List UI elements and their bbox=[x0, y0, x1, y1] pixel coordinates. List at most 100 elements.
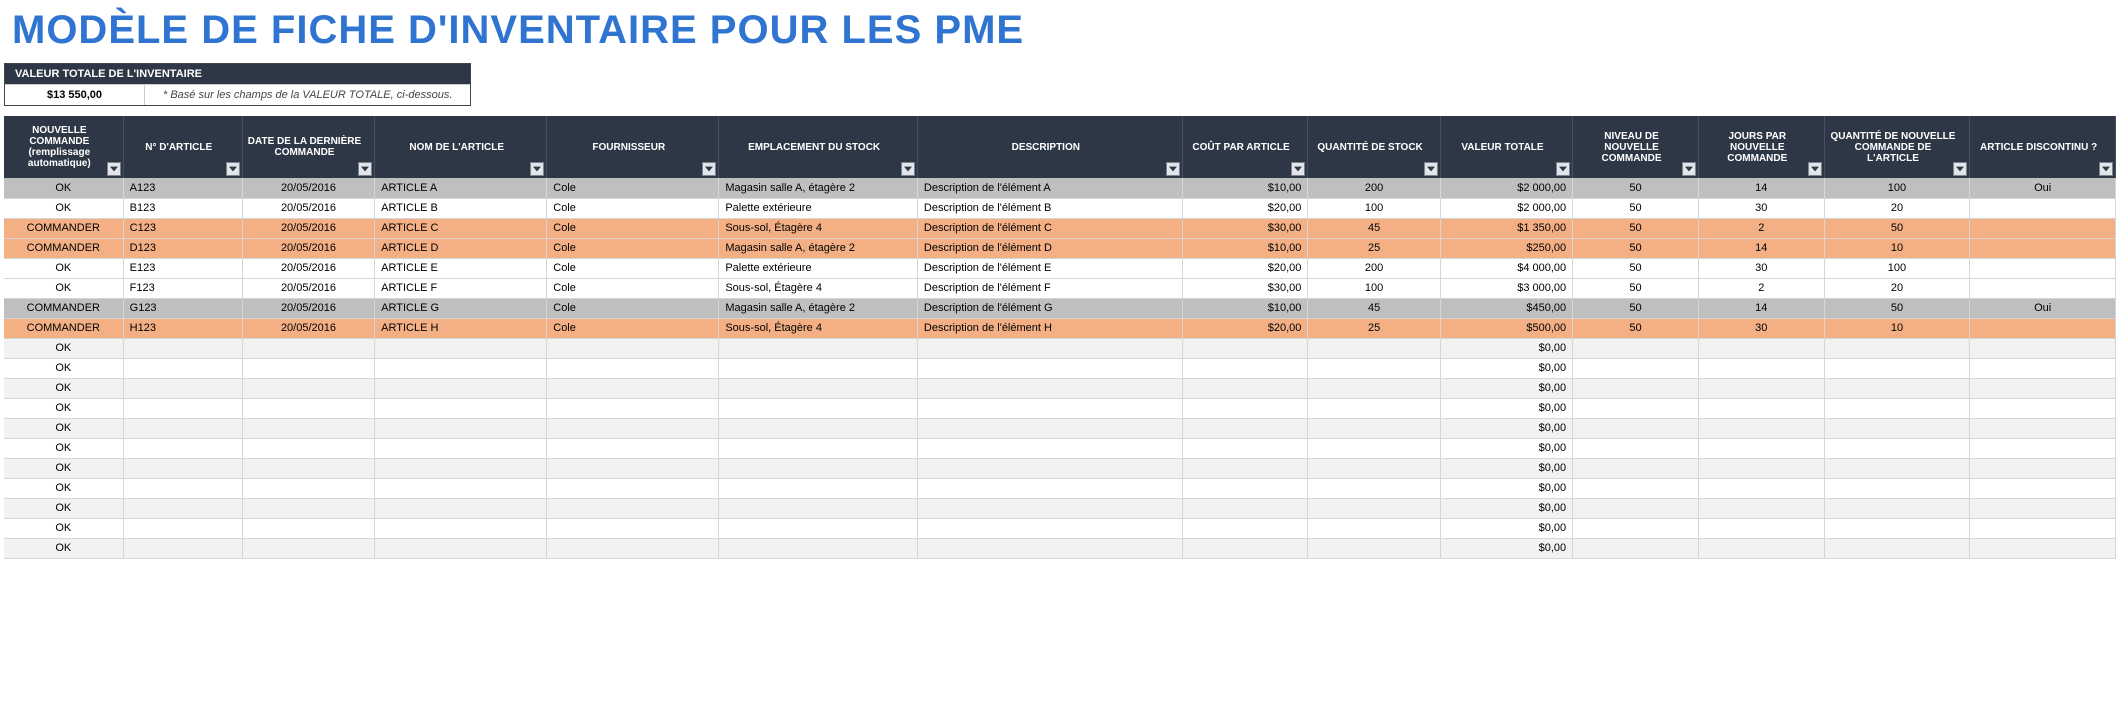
cell-days[interactable] bbox=[1698, 518, 1824, 538]
cell-name[interactable] bbox=[375, 338, 547, 358]
cell-days[interactable]: 2 bbox=[1698, 218, 1824, 238]
cell-total[interactable]: $0,00 bbox=[1440, 498, 1572, 518]
cell-article[interactable] bbox=[123, 498, 242, 518]
cell-disc[interactable] bbox=[1970, 218, 2116, 238]
cell-status[interactable]: OK bbox=[4, 538, 123, 558]
cell-neworder[interactable] bbox=[1824, 478, 1970, 498]
cell-location[interactable] bbox=[719, 398, 918, 418]
cell-supplier[interactable] bbox=[547, 458, 719, 478]
cell-neworder[interactable] bbox=[1824, 458, 1970, 478]
cell-article[interactable] bbox=[123, 458, 242, 478]
cell-location[interactable] bbox=[719, 378, 918, 398]
cell-name[interactable] bbox=[375, 378, 547, 398]
cell-location[interactable] bbox=[719, 538, 918, 558]
cell-desc[interactable] bbox=[917, 438, 1182, 458]
cell-days[interactable]: 14 bbox=[1698, 238, 1824, 258]
column-header-neworder[interactable]: QUANTITÉ DE NOUVELLE COMMANDE DE L'ARTIC… bbox=[1824, 116, 1970, 178]
table-row[interactable]: COMMANDERD12320/05/2016ARTICLE DColeMaga… bbox=[4, 238, 2116, 258]
cell-date[interactable]: 20/05/2016 bbox=[242, 178, 374, 198]
cell-days[interactable]: 14 bbox=[1698, 178, 1824, 198]
cell-disc[interactable] bbox=[1970, 418, 2116, 438]
filter-dropdown-icon[interactable] bbox=[1953, 162, 1967, 176]
cell-total[interactable]: $0,00 bbox=[1440, 458, 1572, 478]
table-row[interactable]: OKA12320/05/2016ARTICLE AColeMagasin sal… bbox=[4, 178, 2116, 198]
cell-date[interactable]: 20/05/2016 bbox=[242, 278, 374, 298]
column-header-desc[interactable]: DESCRIPTION bbox=[917, 116, 1182, 178]
cell-disc[interactable] bbox=[1970, 258, 2116, 278]
cell-cost[interactable] bbox=[1182, 418, 1308, 438]
cell-reorder[interactable] bbox=[1573, 458, 1699, 478]
cell-desc[interactable]: Description de l'élément E bbox=[917, 258, 1182, 278]
filter-dropdown-icon[interactable] bbox=[1424, 162, 1438, 176]
cell-article[interactable]: C123 bbox=[123, 218, 242, 238]
cell-reorder[interactable]: 50 bbox=[1573, 258, 1699, 278]
cell-desc[interactable]: Description de l'élément B bbox=[917, 198, 1182, 218]
cell-name[interactable] bbox=[375, 478, 547, 498]
cell-supplier[interactable]: Cole bbox=[547, 238, 719, 258]
filter-dropdown-icon[interactable] bbox=[530, 162, 544, 176]
filter-dropdown-icon[interactable] bbox=[1682, 162, 1696, 176]
column-header-reorder[interactable]: NIVEAU DE NOUVELLE COMMANDE bbox=[1573, 116, 1699, 178]
cell-date[interactable] bbox=[242, 338, 374, 358]
cell-days[interactable] bbox=[1698, 398, 1824, 418]
cell-reorder[interactable]: 50 bbox=[1573, 218, 1699, 238]
cell-date[interactable]: 20/05/2016 bbox=[242, 258, 374, 278]
cell-cost[interactable]: $30,00 bbox=[1182, 278, 1308, 298]
cell-desc[interactable] bbox=[917, 338, 1182, 358]
cell-qty[interactable]: 200 bbox=[1308, 258, 1440, 278]
cell-supplier[interactable] bbox=[547, 438, 719, 458]
filter-dropdown-icon[interactable] bbox=[1166, 162, 1180, 176]
cell-desc[interactable]: Description de l'élément H bbox=[917, 318, 1182, 338]
cell-qty[interactable]: 200 bbox=[1308, 178, 1440, 198]
cell-supplier[interactable] bbox=[547, 378, 719, 398]
cell-neworder[interactable]: 100 bbox=[1824, 258, 1970, 278]
cell-disc[interactable] bbox=[1970, 278, 2116, 298]
cell-supplier[interactable] bbox=[547, 418, 719, 438]
cell-days[interactable]: 30 bbox=[1698, 318, 1824, 338]
cell-date[interactable] bbox=[242, 518, 374, 538]
cell-reorder[interactable]: 50 bbox=[1573, 198, 1699, 218]
cell-status[interactable]: OK bbox=[4, 358, 123, 378]
cell-disc[interactable] bbox=[1970, 438, 2116, 458]
table-row[interactable]: COMMANDERC12320/05/2016ARTICLE CColeSous… bbox=[4, 218, 2116, 238]
cell-neworder[interactable]: 50 bbox=[1824, 298, 1970, 318]
table-row[interactable]: OK$0,00 bbox=[4, 478, 2116, 498]
cell-location[interactable]: Sous-sol, Étagère 4 bbox=[719, 218, 918, 238]
cell-neworder[interactable] bbox=[1824, 358, 1970, 378]
cell-date[interactable] bbox=[242, 478, 374, 498]
cell-desc[interactable]: Description de l'élément G bbox=[917, 298, 1182, 318]
cell-location[interactable]: Magasin salle A, étagère 2 bbox=[719, 238, 918, 258]
cell-supplier[interactable] bbox=[547, 538, 719, 558]
cell-total[interactable]: $0,00 bbox=[1440, 378, 1572, 398]
cell-status[interactable]: COMMANDER bbox=[4, 238, 123, 258]
cell-article[interactable]: E123 bbox=[123, 258, 242, 278]
cell-disc[interactable] bbox=[1970, 458, 2116, 478]
cell-disc[interactable] bbox=[1970, 518, 2116, 538]
cell-cost[interactable] bbox=[1182, 538, 1308, 558]
table-row[interactable]: OK$0,00 bbox=[4, 338, 2116, 358]
cell-total[interactable]: $4 000,00 bbox=[1440, 258, 1572, 278]
cell-article[interactable]: H123 bbox=[123, 318, 242, 338]
cell-status[interactable]: OK bbox=[4, 458, 123, 478]
cell-location[interactable]: Magasin salle A, étagère 2 bbox=[719, 298, 918, 318]
cell-date[interactable]: 20/05/2016 bbox=[242, 218, 374, 238]
cell-qty[interactable]: 100 bbox=[1308, 198, 1440, 218]
cell-supplier[interactable]: Cole bbox=[547, 318, 719, 338]
cell-reorder[interactable] bbox=[1573, 438, 1699, 458]
cell-total[interactable]: $500,00 bbox=[1440, 318, 1572, 338]
cell-disc[interactable] bbox=[1970, 238, 2116, 258]
table-row[interactable]: OK$0,00 bbox=[4, 358, 2116, 378]
cell-neworder[interactable] bbox=[1824, 378, 1970, 398]
cell-days[interactable] bbox=[1698, 478, 1824, 498]
cell-status[interactable]: OK bbox=[4, 418, 123, 438]
cell-desc[interactable]: Description de l'élément A bbox=[917, 178, 1182, 198]
cell-cost[interactable]: $20,00 bbox=[1182, 318, 1308, 338]
column-header-location[interactable]: EMPLACEMENT DU STOCK bbox=[719, 116, 918, 178]
column-header-status[interactable]: NOUVELLE COMMANDE (remplissage automatiq… bbox=[4, 116, 123, 178]
table-row[interactable]: OKB12320/05/2016ARTICLE BColePalette ext… bbox=[4, 198, 2116, 218]
cell-reorder[interactable] bbox=[1573, 358, 1699, 378]
cell-cost[interactable] bbox=[1182, 398, 1308, 418]
cell-qty[interactable] bbox=[1308, 438, 1440, 458]
cell-cost[interactable]: $10,00 bbox=[1182, 298, 1308, 318]
cell-name[interactable]: ARTICLE D bbox=[375, 238, 547, 258]
